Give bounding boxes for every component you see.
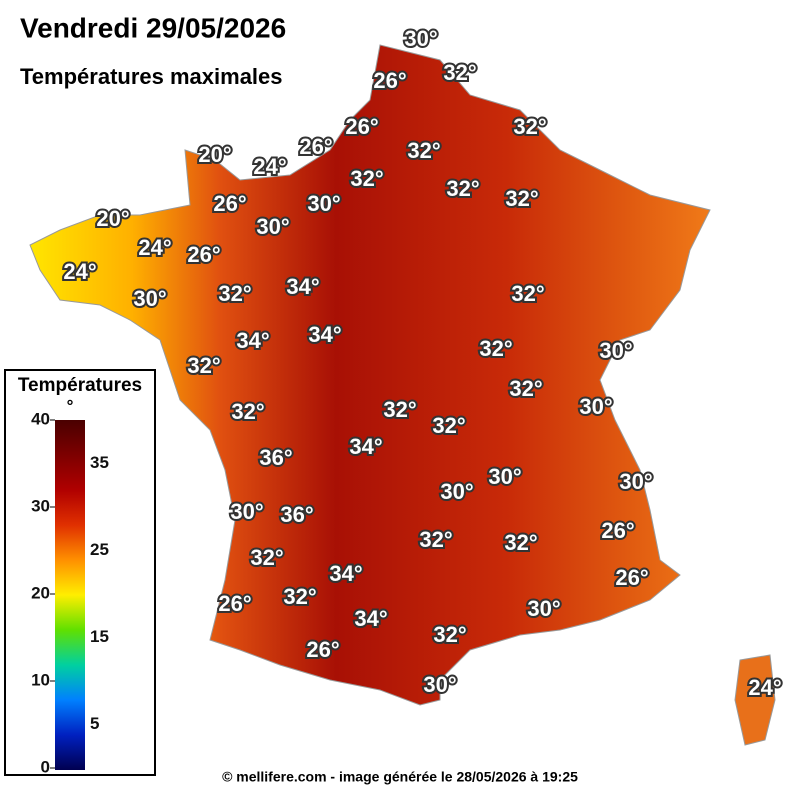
temperature-label: 32°	[383, 397, 416, 422]
legend-tick-label: 20	[31, 583, 50, 602]
legend-title: Températures	[18, 375, 142, 396]
legend-tick-label: 15	[90, 627, 109, 646]
temperature-label: 36°	[280, 502, 313, 527]
temperature-label: 32°	[443, 60, 476, 85]
temperature-label: 32°	[250, 545, 283, 570]
temperature-label: 26°	[213, 191, 246, 216]
temperature-label: 34°	[354, 606, 387, 631]
temperature-label: 20°	[198, 142, 231, 167]
temperature-label: 26°	[299, 134, 332, 159]
legend-tick-label: 30	[31, 496, 50, 515]
temperature-label: 32°	[504, 530, 537, 555]
temperature-label: 34°	[308, 322, 341, 347]
france-map	[29, 44, 711, 706]
temperature-label: 30°	[527, 596, 560, 621]
temperature-label: 30°	[488, 464, 521, 489]
temperature-label: 26°	[615, 565, 648, 590]
temperature-label: 32°	[419, 527, 452, 552]
temperature-label: 30°	[256, 214, 289, 239]
temperature-label: 36°	[259, 445, 292, 470]
temperature-label: 32°	[509, 376, 542, 401]
temperature-label: 30°	[404, 26, 437, 51]
temperature-label: 32°	[407, 138, 440, 163]
temperature-label: 26°	[187, 242, 220, 267]
temperature-label: 32°	[511, 281, 544, 306]
temperature-label: 34°	[286, 274, 319, 299]
temperature-label: 32°	[513, 114, 546, 139]
temperature-label: 34°	[329, 561, 362, 586]
temperature-label: 30°	[307, 191, 340, 216]
temperature-label: 32°	[432, 413, 465, 438]
temperature-label: 26°	[345, 114, 378, 139]
temperature-label: 30°	[599, 338, 632, 363]
temperature-label: 32°	[479, 336, 512, 361]
legend-tick-label: 40	[31, 409, 50, 428]
temperature-label: 32°	[350, 166, 383, 191]
temperature-label: 30°	[440, 479, 473, 504]
temperature-label: 26°	[218, 591, 251, 616]
temperature-label: 24°	[253, 154, 286, 179]
subtitle: Températures maximales	[20, 64, 283, 89]
temperature-label: 24°	[63, 259, 96, 284]
temperature-label: 24°	[748, 675, 781, 700]
temperature-label: 30°	[133, 286, 166, 311]
colorbar	[55, 420, 85, 770]
temperature-label: 32°	[187, 353, 220, 378]
temperature-label: 30°	[230, 499, 263, 524]
corsica-map	[734, 654, 776, 746]
temperature-label: 30°	[619, 469, 652, 494]
legend-tick-label: 10	[31, 670, 50, 689]
legend-unit: °	[67, 396, 74, 415]
legend-tick-label: 5	[90, 714, 99, 733]
temperature-label: 34°	[236, 328, 269, 353]
footer: © mellifere.com - image générée le 28/05…	[222, 769, 578, 785]
title: Vendredi 29/05/2026	[20, 12, 286, 43]
temperature-label: 26°	[601, 518, 634, 543]
temperature-label: 32°	[283, 584, 316, 609]
temperature-label: 32°	[218, 281, 251, 306]
temperature-label: 32°	[231, 399, 264, 424]
temperature-label: 32°	[446, 176, 479, 201]
temperature-label: 20°	[96, 206, 129, 231]
temperature-label: 30°	[579, 394, 612, 419]
legend-tick-label: 35	[90, 453, 109, 472]
temperature-label: 24°	[138, 235, 171, 260]
legend-tick-label: 25	[90, 540, 109, 559]
temperature-label: 34°	[349, 434, 382, 459]
temperature-label: 26°	[373, 68, 406, 93]
temperature-label: 30°	[423, 672, 456, 697]
temperature-label: 32°	[505, 186, 538, 211]
temperature-label: 32°	[433, 622, 466, 647]
temperature-label: 26°	[306, 637, 339, 662]
legend-tick-label: 0	[41, 757, 50, 776]
